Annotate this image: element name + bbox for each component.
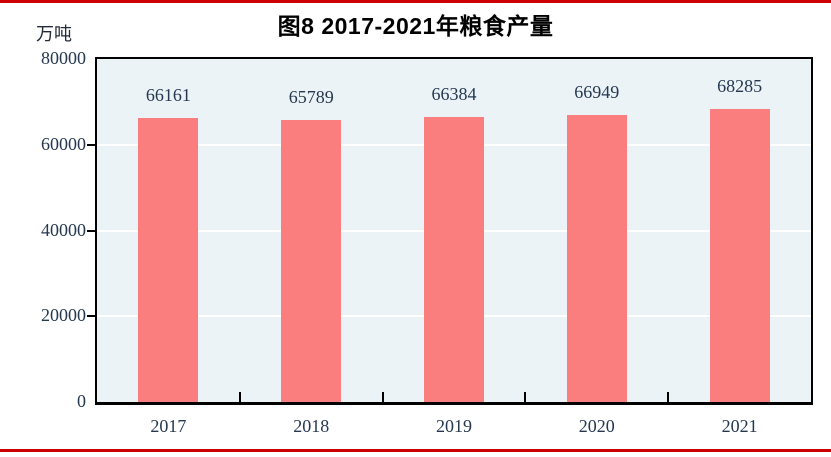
bar-2021 (709, 109, 770, 402)
x-axis-tick-mark (524, 392, 527, 402)
y-tick-label-0: 0 (77, 391, 86, 411)
x-category-label-2020: 2020 (578, 416, 615, 436)
bar-2017 (138, 118, 199, 402)
bar-2020 (566, 114, 627, 402)
y-tick-label-20000: 20000 (41, 305, 86, 326)
y-tick-label-40000: 40000 (41, 219, 86, 240)
bar-value-label-2017: 66161 (145, 85, 191, 106)
top-red-rule (0, 0, 831, 3)
x-category-label-2021: 2021 (721, 416, 758, 436)
bar-2019 (424, 117, 484, 402)
bar-value-label-2021: 68285 (717, 76, 763, 97)
plot-inner-layer: 66161 65789 66384 66949 68285 (97, 59, 811, 402)
y-axis-tick-mark (87, 143, 95, 146)
plot-area: 66161 65789 66384 66949 68285 (95, 57, 813, 405)
y-axis-tick-mark (87, 315, 95, 318)
x-axis-tick-mark (667, 392, 670, 402)
y-axis-unit-label: 万吨 (36, 24, 72, 44)
x-category-label-2019: 2019 (436, 416, 472, 436)
x-axis-tick-mark (238, 392, 241, 402)
x-category-label-2018: 2018 (293, 416, 330, 436)
bar-value-label-2020: 66949 (574, 81, 620, 102)
x-category-label-2017: 2017 (150, 416, 187, 436)
bottom-red-rule (0, 449, 831, 452)
chart-title: 图8 2017-2021年粮食产量 (277, 13, 554, 39)
y-tick-label-60000: 60000 (41, 133, 86, 154)
y-axis-tick-mark (87, 229, 95, 232)
y-tick-label-80000: 80000 (41, 48, 86, 68)
x-axis-tick-mark (381, 392, 384, 402)
bar-value-label-2019: 66384 (431, 84, 477, 105)
bar-2018 (281, 119, 342, 402)
bar-value-label-2018: 65789 (288, 86, 334, 107)
